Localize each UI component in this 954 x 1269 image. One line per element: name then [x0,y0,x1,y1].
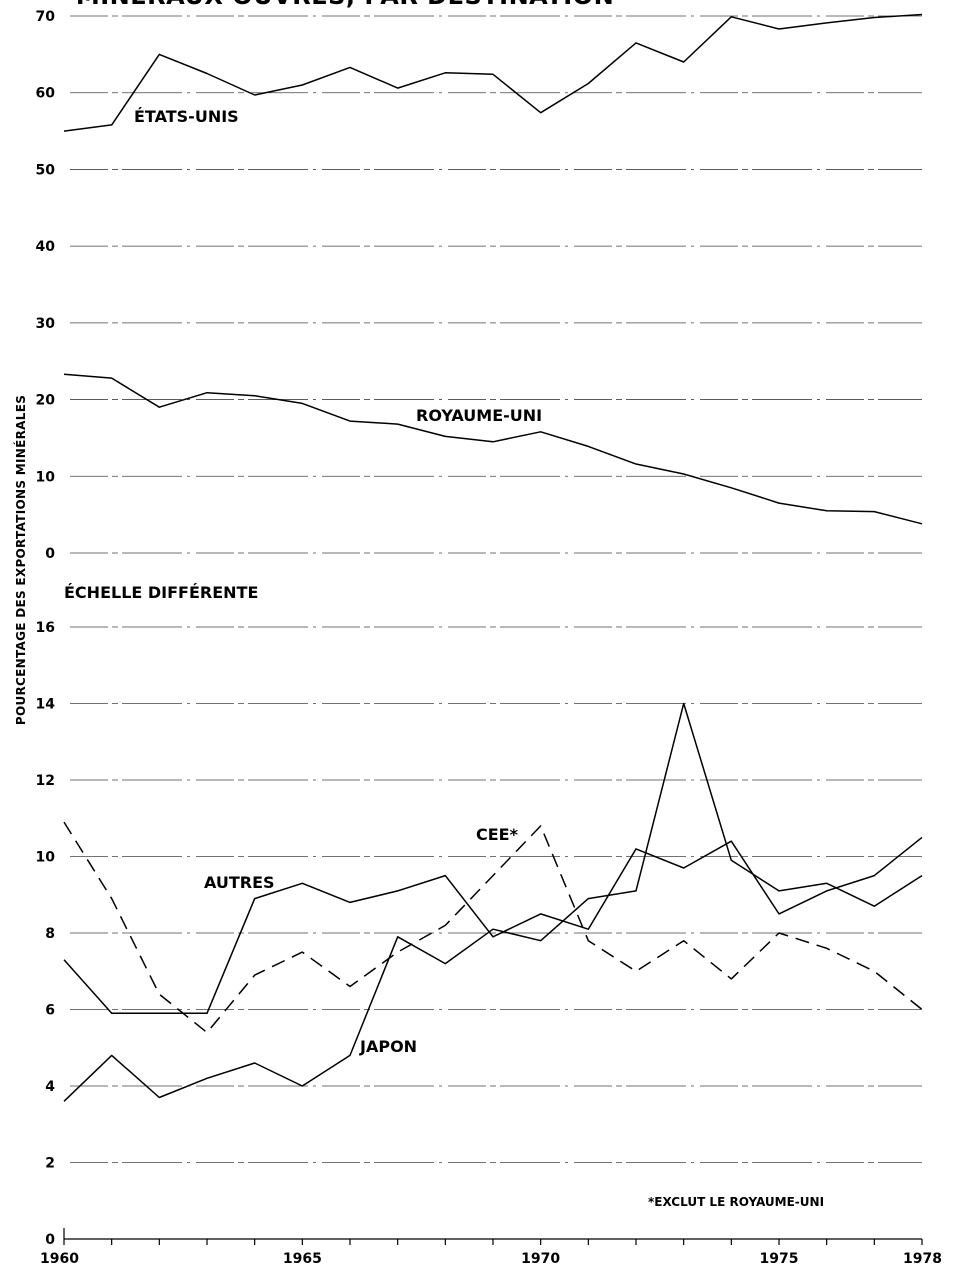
y-tick-label: 0 [45,546,55,562]
y-tick-label: 70 [36,9,56,25]
x-tick-label: 1978 [903,1251,942,1267]
y-tick-label: 0 [45,1232,55,1248]
x-tick-label: 1970 [521,1251,560,1267]
y-tick-label: 10 [36,850,56,866]
series-line-japon [63,702,923,1102]
y-tick-label: 60 [36,86,56,102]
series-label-cee: CEE* [476,825,519,844]
y-tick-label: 40 [36,239,56,255]
y-tick-label: 8 [45,926,55,942]
y-tick-label: 14 [36,697,56,713]
series-label-japon: JAPON [359,1037,417,1056]
footnote: *EXCLUT LE ROYAUME-UNI [648,1195,824,1209]
y-tick-label: 50 [36,162,56,178]
series-label-royaume-uni: ROYAUME-UNI [416,406,542,425]
lower-panel: 0 2 4 6 8 10 12 14 16 AUTRES JAPON CEE* [36,620,923,1248]
x-axis: 1960 1965 1970 1975 1978 [40,1228,942,1267]
scale-note: ÉCHELLE DIFFÉRENTE [64,583,258,602]
y-tick-label: 10 [36,469,56,485]
series-line-cee [63,821,923,1034]
y-tick-label: 6 [45,1003,55,1019]
series-line--tats-unis [63,13,923,132]
series-label--tats-unis: ÉTATS-UNIS [134,107,239,126]
y-tick-label: 20 [36,393,56,409]
y-tick-label: 2 [45,1156,55,1172]
series-line-royaume-uni [63,373,923,525]
y-tick-label: 30 [36,316,56,332]
y-axis-label: POURCENTAGE DES EXPORTATIONS MINÉRALES [13,395,28,725]
series-line-autres [63,836,923,1015]
y-tick-label: 4 [45,1079,55,1095]
y-tick-label: 12 [36,773,55,789]
series-label-autres: AUTRES [204,873,275,892]
upper-panel: 0 10 20 30 40 50 60 70 ÉTATS-UNIS ROYAUME-UNI [36,9,923,562]
x-tick-label: 1975 [760,1251,799,1267]
chart-title: MINÉRAUX OUVRÉS, PAR DESTINATION [76,0,614,10]
x-tick-label: 1965 [283,1251,322,1267]
footnote-text: *EXCLUT LE ROYAUME-UNI [648,1195,824,1209]
x-tick-label: 1960 [40,1251,79,1267]
y-tick-label: 16 [36,620,55,636]
